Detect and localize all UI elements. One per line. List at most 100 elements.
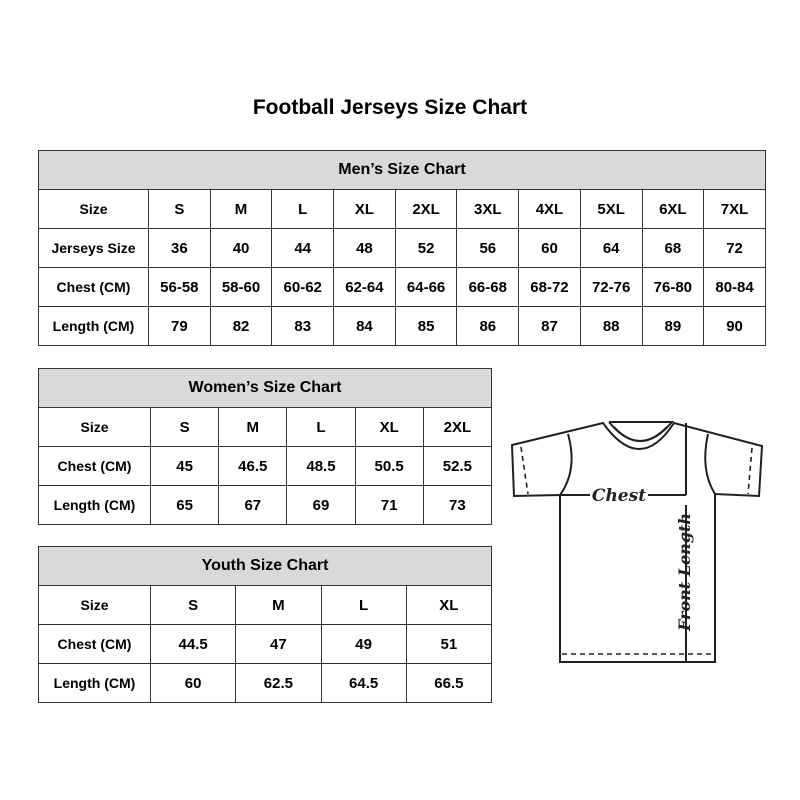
seam-lines: [520, 446, 753, 655]
table-cell: 4XL: [518, 189, 581, 229]
womens-size-table: Women’s Size Chart Size S M L XL 2XL Chest (CM)…: [37, 368, 493, 525]
row-label: Size: [38, 585, 151, 625]
table-cell: 68: [641, 228, 705, 268]
table-cell: L: [320, 585, 407, 625]
table-cell: S: [148, 189, 211, 229]
row-label: Jerseys Size: [38, 228, 149, 268]
row-label: Length (CM): [38, 663, 151, 703]
table-cell: L: [271, 189, 335, 229]
table-heading-row: Men’s Size Chart: [38, 150, 766, 190]
table-cell: 51: [405, 624, 493, 664]
row-label: Chest (CM): [38, 267, 149, 307]
table-cell: 67: [218, 485, 288, 525]
table-cell: 62-64: [333, 267, 396, 307]
table-heading: Women’s Size Chart: [37, 368, 493, 408]
chest-label: Chest: [592, 486, 646, 506]
table-cell: 83: [271, 306, 335, 346]
table-row: Length (CM) 60 62.5 64.5 66.5: [38, 663, 493, 703]
row-label: Size: [38, 407, 151, 447]
table-cell: 65: [149, 485, 220, 525]
table-cell: 49: [320, 624, 407, 664]
table-cell: 66.5: [405, 663, 493, 703]
table-cell: 73: [422, 485, 493, 525]
table-cell: 2XL: [394, 189, 458, 229]
table-row: Jerseys Size 36 40 44 48 52 56 60 64 68 72: [38, 228, 766, 268]
table-cell: 46.5: [218, 446, 288, 486]
table-cell: 86: [456, 306, 520, 346]
table-cell: 48: [333, 228, 396, 268]
table-cell: 64-66: [394, 267, 458, 307]
table-cell: 69: [286, 485, 356, 525]
table-cell: 64: [579, 228, 643, 268]
table-cell: 72-76: [579, 267, 643, 307]
table-cell: 58-60: [209, 267, 273, 307]
jersey-outline: [510, 421, 764, 663]
table-cell: 84: [333, 306, 396, 346]
table-heading-row: Women’s Size Chart: [37, 368, 493, 408]
table-row: Size S M L XL: [38, 585, 493, 625]
table-cell: 3XL: [456, 189, 520, 229]
table-cell: 62.5: [235, 663, 322, 703]
table-cell: 87: [518, 306, 581, 346]
table-cell: S: [149, 407, 220, 447]
table-cell: 64.5: [320, 663, 407, 703]
table-cell: 52: [394, 228, 458, 268]
table-cell: 82: [209, 306, 273, 346]
table-cell: 36: [148, 228, 211, 268]
front-length-label: Front Length: [675, 513, 694, 632]
table-cell: XL: [333, 189, 396, 229]
table-cell: 40: [209, 228, 273, 268]
table-cell: 60-62: [271, 267, 335, 307]
table-heading: Youth Size Chart: [37, 546, 493, 586]
table-cell: XL: [405, 585, 493, 625]
table-cell: 47: [235, 624, 322, 664]
table-cell: M: [209, 189, 273, 229]
table-cell: 56-58: [148, 267, 211, 307]
table-cell: 56: [456, 228, 520, 268]
page-title: Football Jerseys Size Chart: [252, 96, 528, 119]
table-cell: L: [286, 407, 356, 447]
table-cell: 60: [518, 228, 581, 268]
row-label: Size: [38, 189, 149, 229]
table-cell: 7XL: [703, 189, 766, 229]
table-cell: XL: [354, 407, 424, 447]
table-cell: 89: [641, 306, 705, 346]
table-row: Chest (CM) 56-58 58-60 60-62 62-64 64-66 66-68…: [38, 267, 766, 307]
table-cell: 52.5: [422, 446, 493, 486]
table-row: Size S M L XL 2XL 3XL 4XL 5XL 6XL 7XL: [38, 189, 766, 229]
table-cell: M: [235, 585, 322, 625]
table-cell: 85: [394, 306, 458, 346]
table-row: Length (CM) 79 82 83 84 85 86 87 88 89 90: [38, 306, 766, 346]
table-cell: 80-84: [703, 267, 766, 307]
table-cell: S: [149, 585, 237, 625]
table-cell: 76-80: [641, 267, 705, 307]
table-heading-row: Youth Size Chart: [37, 546, 493, 586]
table-cell: 6XL: [641, 189, 705, 229]
table-row: Size S M L XL 2XL: [38, 407, 493, 447]
row-label: Length (CM): [38, 306, 149, 346]
table-cell: 44.5: [149, 624, 237, 664]
table-cell: 44: [271, 228, 335, 268]
table-cell: 88: [579, 306, 643, 346]
table-cell: 90: [703, 306, 766, 346]
table-cell: 66-68: [456, 267, 520, 307]
table-cell: 68-72: [518, 267, 581, 307]
youth-size-table: Youth Size Chart Size S M L XL Chest (CM) 44.5 4…: [37, 546, 493, 703]
table-cell: 45: [149, 446, 220, 486]
table-cell: 71: [354, 485, 424, 525]
table-cell: 48.5: [286, 446, 356, 486]
table-row: Length (CM) 65 67 69 71 73: [38, 485, 493, 525]
table-row: Chest (CM) 44.5 47 49 51: [38, 624, 493, 664]
row-label: Chest (CM): [38, 624, 151, 664]
table-cell: 2XL: [422, 407, 493, 447]
table-cell: 79: [148, 306, 211, 346]
jersey-measurement-diagram: Chest Front Length: [510, 421, 764, 663]
table-cell: 72: [703, 228, 766, 268]
table-row: Chest (CM) 45 46.5 48.5 50.5 52.5: [38, 446, 493, 486]
table-cell: 5XL: [579, 189, 643, 229]
table-cell: 60: [149, 663, 237, 703]
table-cell: M: [218, 407, 288, 447]
row-label: Chest (CM): [38, 446, 151, 486]
row-label: Length (CM): [38, 485, 151, 525]
mens-size-table: Men’s Size Chart Size S M L XL 2XL 3XL 4XL 5XL 6XL…: [38, 150, 766, 346]
